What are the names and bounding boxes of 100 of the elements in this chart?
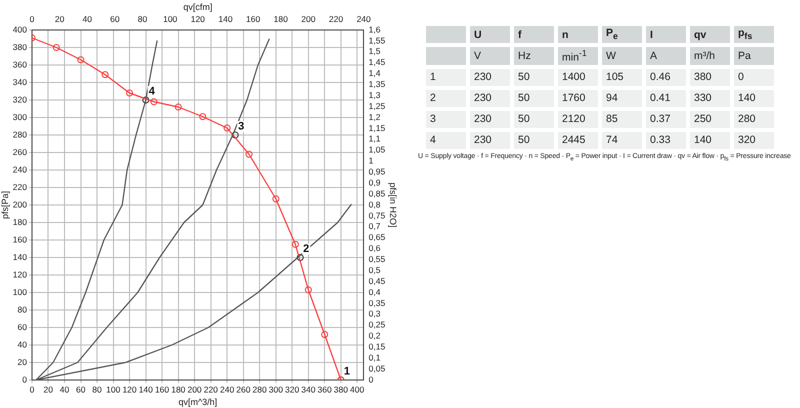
x2-tick-label: 140 [218,14,233,24]
x-tick-label: 140 [138,384,154,394]
text: 2 [426,90,466,106]
x-tick-label: 240 [220,384,234,394]
x2-tick-label: 80 [138,14,148,24]
annotation: 2 [303,243,310,256]
x2-tick-label: 240 [356,14,372,24]
point [102,71,109,78]
text: 230 [470,90,510,106]
y2-tick-label: 0,7 [368,221,381,232]
point [321,331,328,338]
point [292,240,299,248]
y-tick-label: 200 [12,199,28,210]
y-tick-label: 280 [12,129,28,140]
point [224,124,231,132]
point [246,150,253,158]
x-tick-label: 60 [76,384,86,394]
y2-tick-label: 0 [368,374,374,384]
text: f [514,26,554,43]
y-tick-label: 360 [12,59,28,70]
x2-tick-label: 100 [163,14,178,24]
y2-tick-label: 0,8 [368,199,381,210]
y-tick-label: 160 [12,234,28,244]
y-axis-title: pfs[Pa] [0,190,10,220]
y-tick-label: 400 [12,24,28,34]
y-tick-label: 260 [12,146,28,157]
y2-tick-label: 0,9 [368,177,381,188]
x-tick-label: 0 [30,384,35,394]
x-tick-label: 380 [334,384,348,394]
y2-tick-label: 1,05 [368,144,386,155]
y2-tick-label: 0,1 [368,352,381,362]
x2-tick-label: 220 [328,14,344,24]
text: 0.33 [646,132,686,148]
y2-tick-label: 0,4 [368,286,381,297]
y-tick-label: 120 [12,269,28,280]
text: 1760 [558,90,598,106]
y2-tick-label: 1,6 [368,24,381,34]
y-tick-label: 140 [12,252,28,262]
y2-tick-label: 1 [368,156,374,166]
y2-tick-label: 0,85 [368,188,386,198]
point [126,90,134,96]
x-tick-label: 320 [285,384,300,394]
x2-tick-label: 20 [54,14,65,24]
y2-tick-label: 0,35 [368,298,386,308]
x-tick-label: 200 [187,384,202,394]
annotation: 1 [344,366,350,378]
text: 74 [602,132,642,148]
text: 50 [514,132,554,148]
x2-tick-label: 40 [82,14,92,24]
x-tick-label: 260 [236,384,251,394]
text: 380 [690,68,730,86]
y2-tick-label: 1,45 [368,57,386,68]
text: p$_{fs}$ [734,26,774,43]
y-tick-label: 340 [12,76,28,87]
y-tick-label: 180 [12,216,28,227]
text: 2445 [558,132,598,148]
text: qv [690,26,730,43]
text: 230 [470,132,510,148]
y2-tick-label: 0,15 [368,342,386,352]
text: 50 [514,110,554,128]
y2-tick-label: 0,25 [368,320,386,330]
x2-tick-label: 180 [274,14,288,24]
x-tick-label: 360 [318,384,332,394]
y2-tick-label: 0,05 [368,363,386,374]
text: I [646,26,686,43]
text: 0.46 [646,68,686,86]
x2-tick-label: 200 [301,14,316,24]
y-tick-label: 20 [18,356,28,367]
point [142,96,150,104]
x-tick-label: 300 [268,384,284,394]
y2-tick-label: 1,35 [368,79,386,90]
x-tick-label: 400 [350,384,365,394]
x-tick-label: 80 [92,384,102,394]
text: 330 [690,90,730,106]
text: 94 [602,90,642,106]
x-tick-label: 280 [252,384,267,394]
y2-tick-label: 1,15 [368,122,386,133]
y2-tick-label: 0,5 [368,264,381,275]
x-tick-label: 220 [204,384,218,394]
x-tick-label: 120 [122,384,137,394]
annotation: 3 [238,120,244,133]
y2-tick-label: 0,2 [368,330,381,341]
text: 1 [426,68,466,86]
y-tick-label: 40 [18,339,28,350]
y2-tick-label: 1,4 [368,68,381,78]
x-tick-label: 180 [171,384,186,394]
y2-tick-label: 1,55 [368,35,386,46]
text: 0.37 [646,110,686,128]
point [304,286,312,294]
point [199,113,206,120]
y2-tick-label: 1,25 [368,100,386,111]
point [52,44,60,51]
y2-tick-label: 1,2 [368,112,381,122]
point [174,104,182,110]
y2-tick-label: 0,75 [368,210,386,220]
point [296,254,304,261]
text: 50 [514,68,554,86]
y2-tick-label: 0,65 [368,232,386,242]
text: 250 [690,110,730,128]
y-tick-label: 300 [12,112,28,122]
